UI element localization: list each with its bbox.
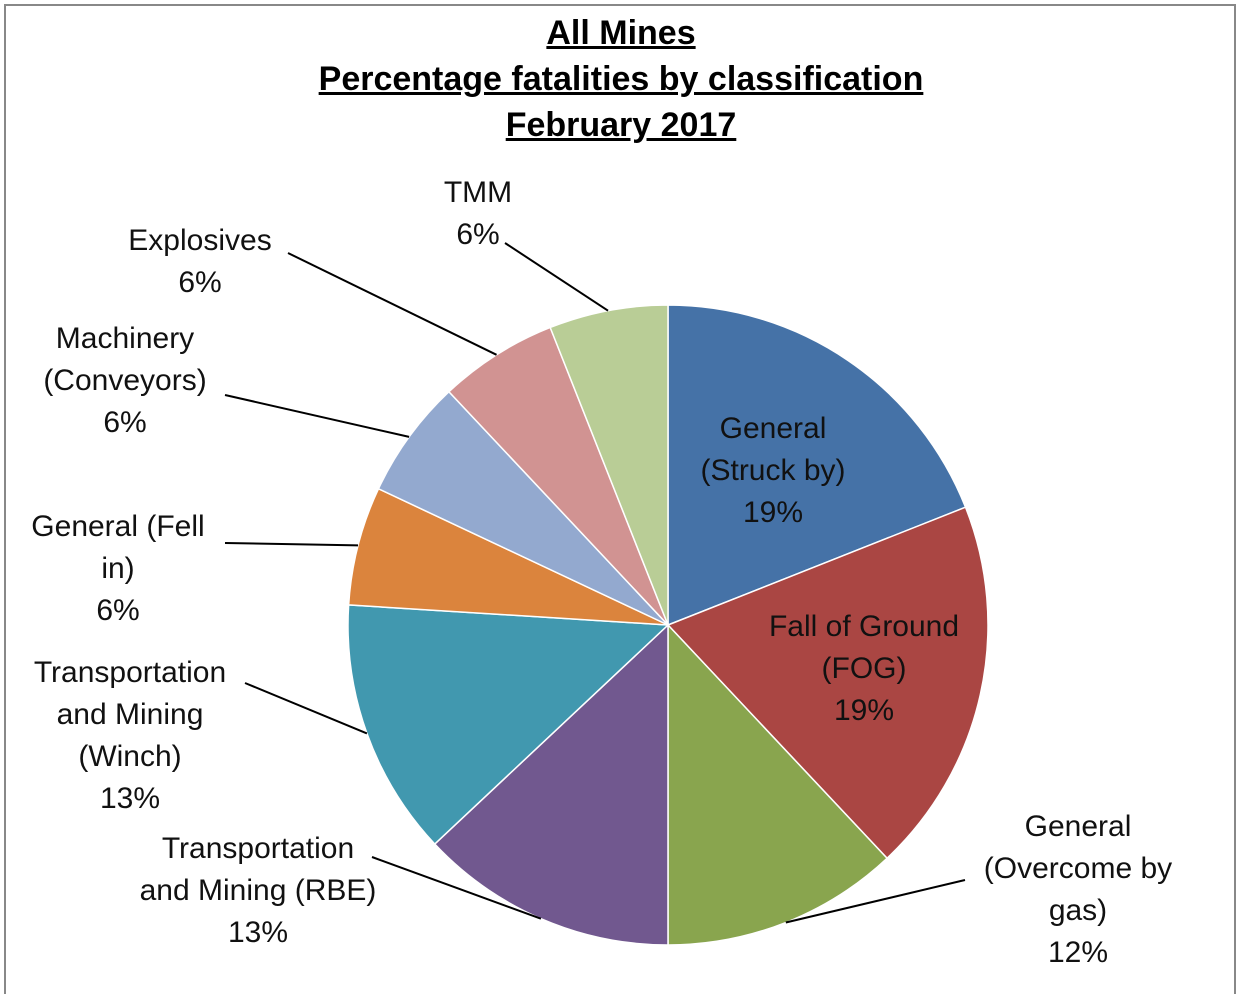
value-label: 13% [99, 782, 161, 815]
value-label: 6% [96, 594, 140, 627]
data-label: General (Struck by) 19% [668, 408, 878, 534]
data-label: Transportation and Mining (RBE) 13% [133, 828, 383, 954]
value-label: 6% [456, 218, 500, 251]
data-label: Transportation and Mining (Winch) 13% [5, 652, 255, 820]
category-label: Machinery (Conveyors) [43, 322, 207, 397]
pie-slice [347, 487, 669, 626]
data-label: Fall of Ground (FOG) 19% [739, 606, 989, 732]
leader-line [224, 542, 359, 547]
chart-frame [4, 4, 1236, 994]
value-label: 12% [1047, 936, 1109, 969]
title-line: All Mines [546, 14, 696, 52]
value-label: 6% [178, 266, 222, 299]
leader-line [244, 682, 368, 735]
title-line: Percentage fatalities by classification [318, 60, 924, 98]
pie-slice [667, 304, 967, 627]
pie-slice [549, 304, 669, 626]
category-label: Fall of Ground (FOG) [768, 610, 960, 685]
leader-line [287, 252, 497, 356]
value-label: 13% [227, 916, 289, 949]
leader-line [785, 879, 966, 924]
pie-slice [666, 506, 989, 860]
category-label: Transportation and Mining (RBE) [139, 832, 377, 907]
leader-line [224, 394, 410, 438]
leader-line [371, 856, 542, 920]
chart-title: All Mines Percentage fatalities by classi… [0, 10, 1242, 148]
pie-slice [447, 326, 669, 626]
value-label: 19% [742, 496, 804, 529]
data-label: TMM 6% [418, 172, 538, 256]
pie-slice [377, 390, 669, 626]
category-label: TMM [443, 176, 513, 209]
leader-line [504, 242, 609, 312]
value-label: 6% [103, 406, 147, 439]
category-label: General (Overcome by gas) [983, 810, 1173, 927]
category-label: General (Struck by) [700, 412, 846, 487]
data-label: Explosives 6% [100, 220, 300, 304]
data-label: General (Overcome by gas) 12% [958, 806, 1198, 974]
data-label: General (Fell in) 6% [11, 506, 226, 632]
data-label: Machinery (Conveyors) 6% [18, 318, 233, 444]
category-label: Transportation and Mining (Winch) [33, 656, 227, 773]
value-label: 19% [833, 694, 895, 727]
pie-slice [667, 623, 889, 946]
title-line: February 2017 [505, 106, 737, 144]
category-label: Explosives [128, 224, 272, 257]
category-label: General (Fell in) [31, 510, 205, 585]
